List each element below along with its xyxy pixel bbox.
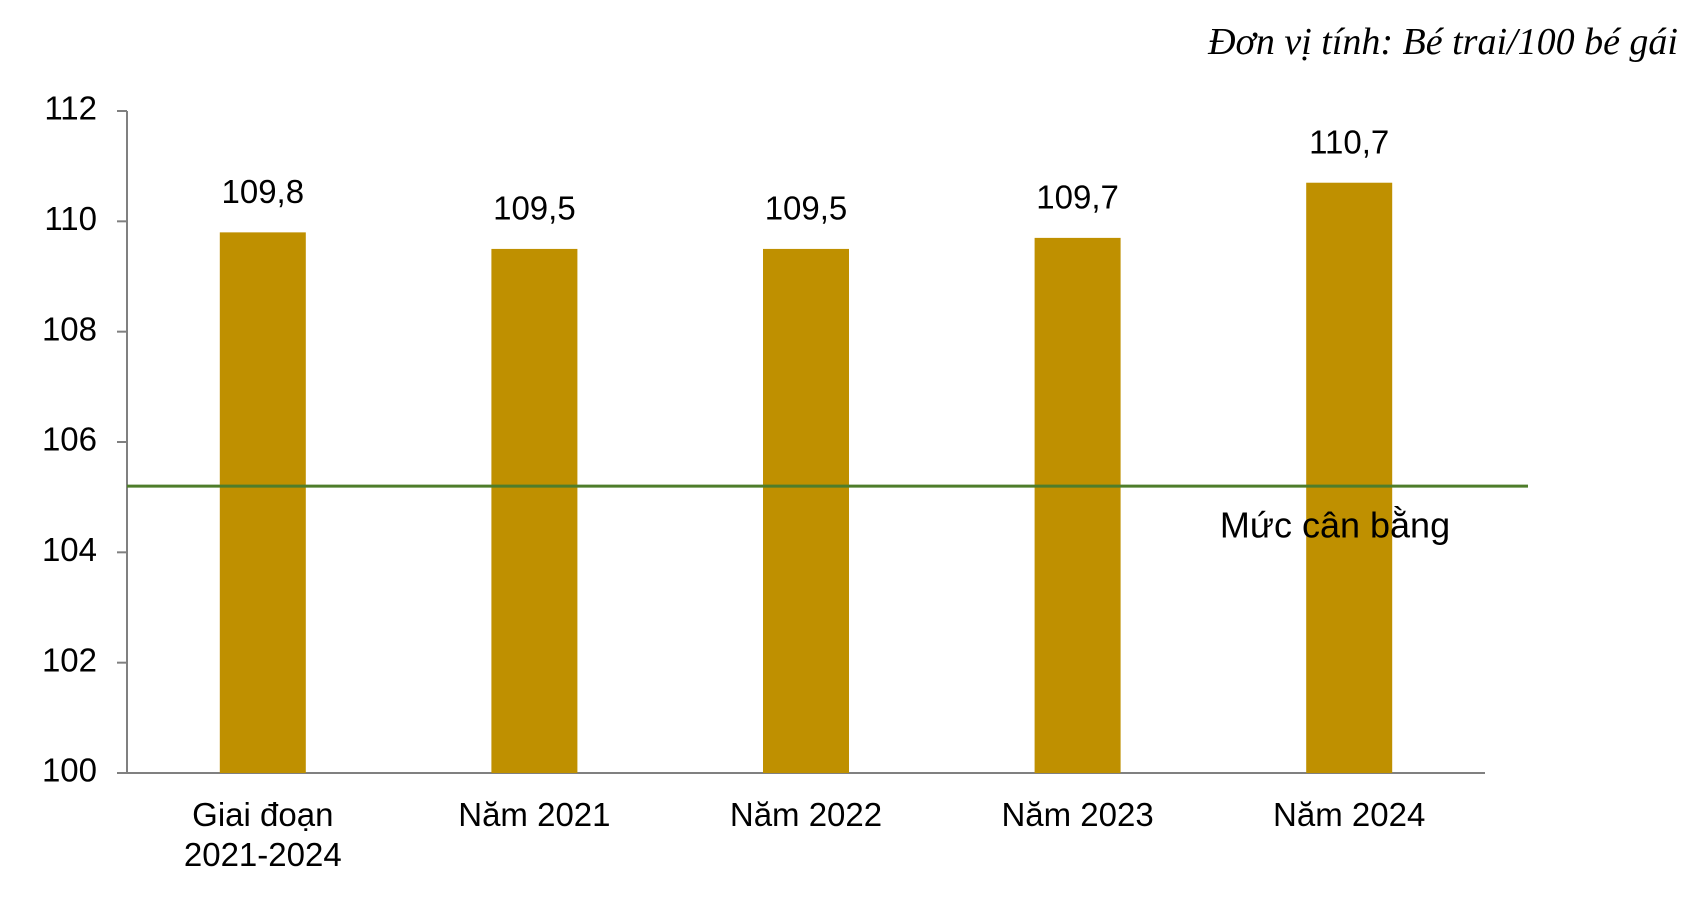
bar [1034,237,1121,774]
value-label: 110,7 [1309,123,1389,160]
x-tick-label: Năm 2021 [458,796,611,833]
x-tick-label: Năm 2023 [1001,796,1154,833]
value-label: 109,8 [222,173,305,210]
y-tick-label: 106 [42,421,97,458]
y-tick-label: 100 [42,752,97,789]
value-label: 109,5 [765,190,848,227]
x-tick-label: Năm 2022 [729,796,883,833]
bar [1306,182,1393,773]
unit-note: Đơn vị tính: Bé trai/100 bé gái [1208,21,1678,63]
bar [763,248,849,773]
bar [219,232,306,773]
value-label: 109,7 [1036,179,1119,216]
y-tick-label: 102 [42,641,97,678]
y-tick-label: 108 [42,310,97,347]
y-tick-label: 112 [44,90,97,127]
x-tick-label: Năm 2024 [1273,796,1426,833]
bar [491,248,578,773]
value-label: 109,5 [493,190,576,227]
reference-label: Mức cân bằng [1220,505,1450,546]
y-tick-label: 104 [42,531,97,568]
y-tick-label: 110 [44,200,97,237]
x-tick-label: Giai đoạn 2021-2024 [183,796,342,873]
